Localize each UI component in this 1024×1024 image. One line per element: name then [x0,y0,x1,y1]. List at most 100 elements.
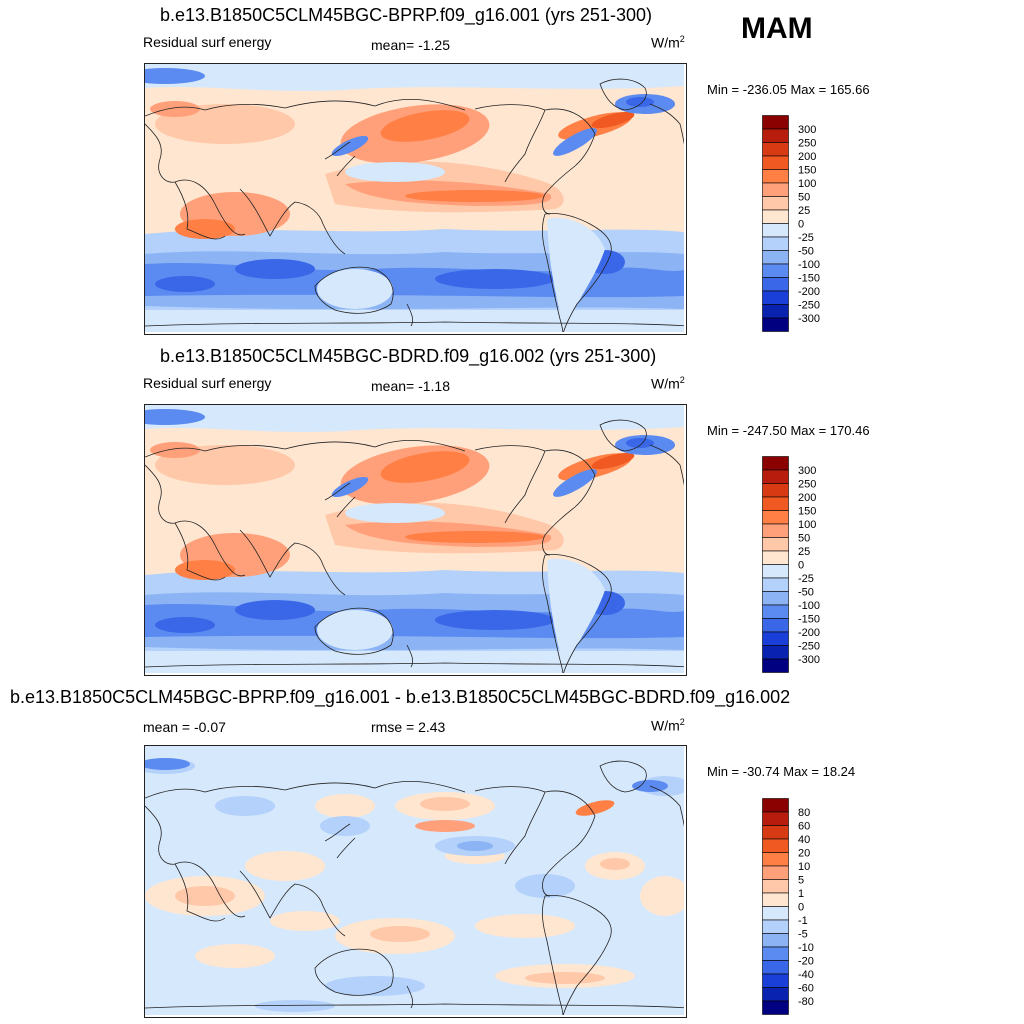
panel-2-units: W/m2 [651,375,685,392]
colorbar-2-box-8 [762,564,789,579]
colorbar-2-label-8: -25 [798,573,814,585]
panel-3-rmse-label: rmse = 2.43 [371,719,446,735]
panel-3-units: W/m2 [651,717,685,734]
colorbar-1-label-2: 200 [798,151,816,163]
colorbar-3-box-5 [762,865,789,880]
colorbar-1-box-4 [762,169,789,184]
colorbar-2-label-2: 200 [798,492,816,504]
colorbar-1-label-4: 100 [798,178,816,190]
colorbar-3-box-9 [762,919,789,934]
panel-3-title: b.e13.B1850C5CLM45BGC-BPRP.f09_g16.001 -… [10,687,791,707]
colorbar-2-box-4 [762,510,789,525]
panel-1-colorbar: 300 250 200 150 100 50 25 0 -25 -50 -100 -150 -200 -2… [762,115,832,333]
colorbar-2-label-5: 50 [798,533,810,545]
colorbar-2-label-12: -200 [798,627,820,639]
colorbar-2-label-13: -250 [798,641,820,653]
panel-2-title: b.e13.B1850C5CLM45BGC-BDRD.f09_g16.002 (… [160,346,657,366]
colorbar-3-box-1 [762,811,789,826]
colorbar-1-label-13: -250 [798,300,820,312]
colorbar-3-label-7: 0 [798,902,804,914]
colorbar-2-label-7: 0 [798,560,804,572]
colorbar-3-box-11 [762,946,789,961]
colorbar-3-label-14: -80 [798,996,814,1008]
colorbar-1-box-9 [762,236,789,251]
colorbar-2-box-13 [762,631,789,646]
colorbar-1-label-5: 50 [798,192,810,204]
colorbar-2-label-14: -300 [798,654,820,666]
colorbar-3-box-15 [762,1000,789,1015]
colorbar-2-box-7 [762,550,789,565]
season-label: MAM [741,12,813,45]
colorbar-3-label-1: 60 [798,821,810,833]
colorbar-1-box-1 [762,128,789,143]
colorbar-2-box-5 [762,523,789,538]
colorbar-3-box-4 [762,852,789,867]
colorbar-1-box-5 [762,182,789,197]
colorbar-3-label-10: -10 [798,942,814,954]
colorbar-3-box-2 [762,825,789,840]
colorbar-1-box-0 [762,115,789,130]
colorbar-2-box-2 [762,483,789,498]
colorbar-3-box-14 [762,987,789,1002]
colorbar-2-box-0 [762,456,789,471]
panel-2-mean-label: mean= -1.18 [371,378,450,394]
colorbar-3-box-12 [762,960,789,975]
colorbar-2-label-1: 250 [798,479,816,491]
colorbar-1-box-11 [762,263,789,278]
colorbar-1-label-11: -150 [798,273,820,285]
colorbar-2-label-3: 150 [798,506,816,518]
colorbar-1-box-2 [762,142,789,157]
colorbar-1-label-1: 250 [798,138,816,150]
colorbar-3-label-9: -5 [798,929,808,941]
colorbar-2-label-11: -150 [798,614,820,626]
colorbar-2-box-12 [762,618,789,633]
panel-2-minmax: Min = -247.50 Max = 170.46 [707,423,870,438]
colorbar-1-box-7 [762,209,789,224]
colorbar-2-box-15 [762,658,789,673]
colorbar-1-box-12 [762,277,789,292]
colorbar-3-label-3: 20 [798,848,810,860]
panel-1-variable-label: Residual surf energy [143,34,272,50]
map-canvas [145,405,684,673]
colorbar-1-label-12: -200 [798,286,820,298]
panel-1-minmax: Min = -236.05 Max = 165.66 [707,82,870,97]
colorbar-3-label-2: 40 [798,834,810,846]
colorbar-2-box-9 [762,577,789,592]
colorbar-3-label-12: -40 [798,969,814,981]
panel-1-mean-label: mean= -1.25 [371,37,450,53]
colorbar-2-box-3 [762,496,789,511]
colorbar-2-label-10: -100 [798,600,820,612]
colorbar-1-label-3: 150 [798,165,816,177]
map-canvas [145,746,684,1015]
colorbar-3-box-10 [762,933,789,948]
colorbar-3-box-6 [762,879,789,894]
colorbar-3-box-8 [762,906,789,921]
colorbar-1-label-7: 0 [798,219,804,231]
colorbar-3-label-5: 5 [798,875,804,887]
panel-3-mean-label: mean = -0.07 [143,719,226,735]
colorbar-2-label-6: 25 [798,546,810,558]
colorbar-2-box-1 [762,469,789,484]
colorbar-2-label-4: 100 [798,519,816,531]
colorbar-2-label-0: 300 [798,465,816,477]
panel-1-map [144,63,687,335]
colorbar-3-label-4: 10 [798,861,810,873]
colorbar-1-label-8: -25 [798,232,814,244]
panel-3-map [144,745,687,1018]
colorbar-1-label-6: 25 [798,205,810,217]
panel-3-colorbar: 80 60 40 20 10 5 1 0 -1 -5 -10 -20 -40 -60 -80 [762,798,832,1016]
colorbar-1-label-0: 300 [798,124,816,136]
panel-2-map [144,404,687,676]
colorbar-3-label-11: -20 [798,956,814,968]
panel-2-variable-label: Residual surf energy [143,375,272,391]
colorbar-1-label-10: -100 [798,259,820,271]
colorbar-1-label-9: -50 [798,246,814,258]
colorbar-3-label-0: 80 [798,807,810,819]
colorbar-1-box-14 [762,304,789,319]
colorbar-1-box-15 [762,317,789,332]
panel-3-minmax: Min = -30.74 Max = 18.24 [707,764,856,779]
colorbar-3-label-6: 1 [798,888,804,900]
colorbar-1-label-14: -300 [798,313,820,325]
colorbar-1-box-13 [762,290,789,305]
panel-2-colorbar: 300 250 200 150 100 50 25 0 -25 -50 -100 -150 -200 -2… [762,456,832,674]
